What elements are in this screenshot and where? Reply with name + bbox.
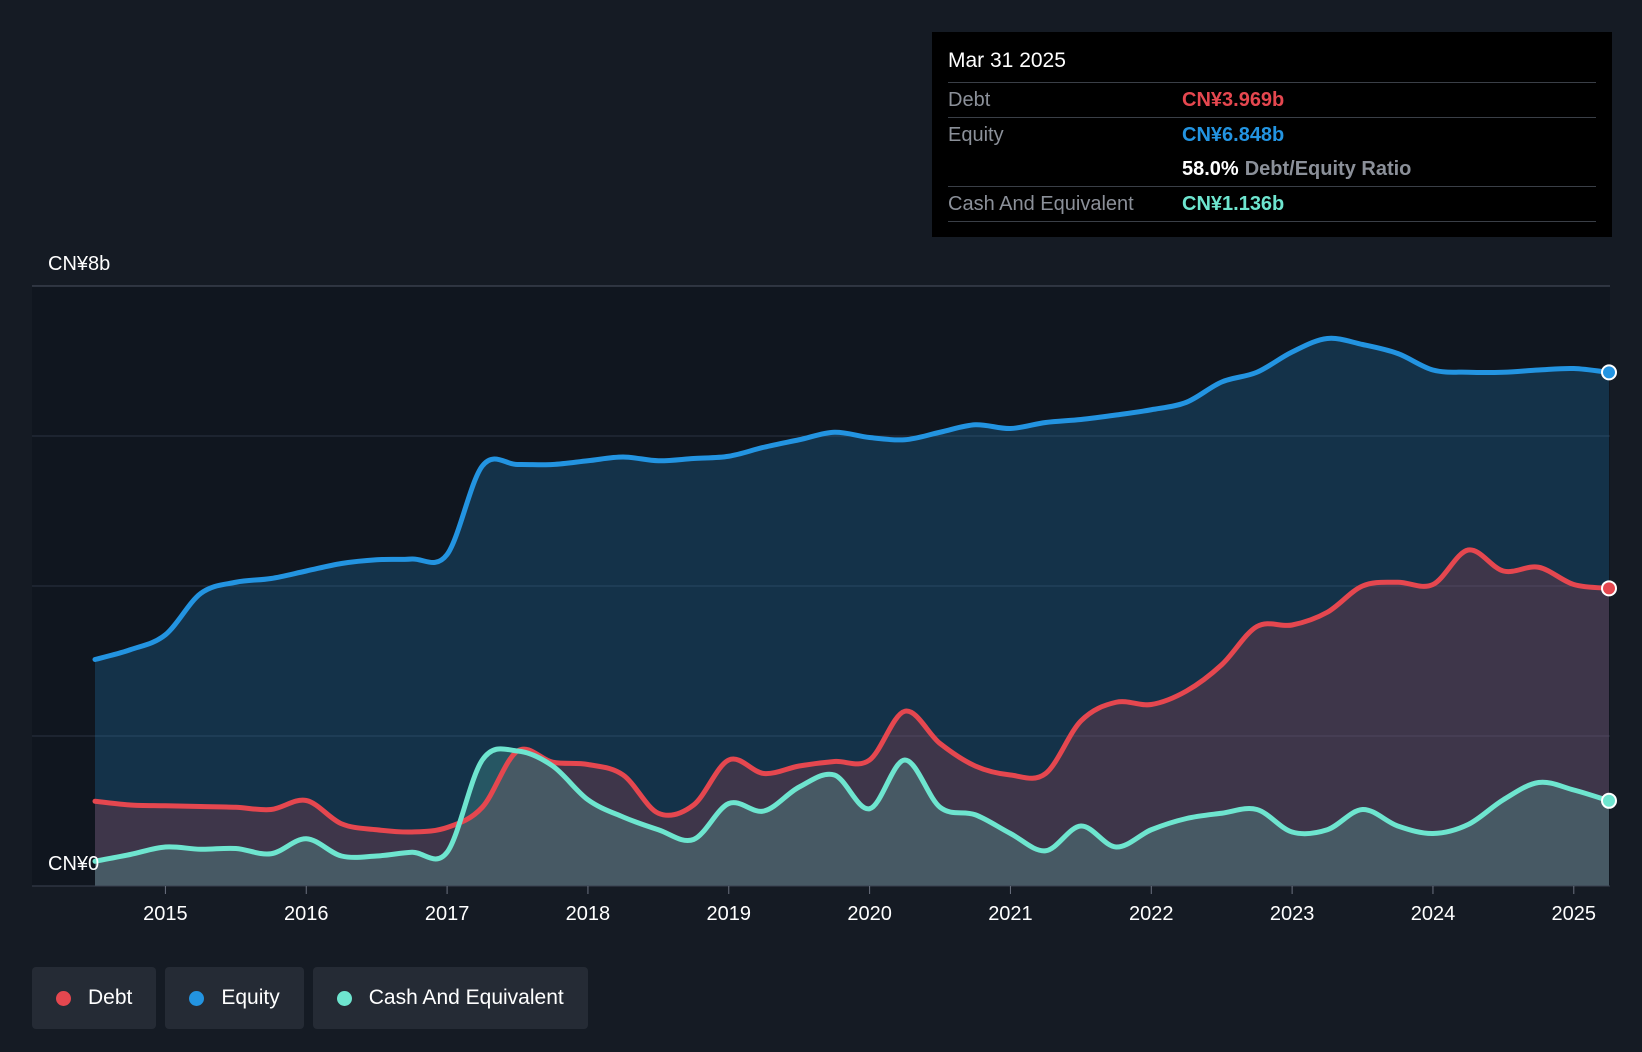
equity-endpoint <box>1601 364 1617 381</box>
debt-line <box>92 547 1612 835</box>
cash-and-equivalent-endpoint <box>1601 792 1617 809</box>
equity-area <box>95 338 1609 886</box>
tooltip-ratio-label: Debt/Equity Ratio <box>1244 157 1412 180</box>
tooltip-row-equity: Equity CN¥6.848b <box>948 118 1596 152</box>
x-tick-label-2023: 2023 <box>1270 903 1315 925</box>
y-axis-bottom-label: CN¥0 <box>48 853 99 875</box>
tooltip-equity-label: Equity <box>948 123 1004 146</box>
debt-area <box>95 549 1609 886</box>
x-tick-label-2020: 2020 <box>847 903 892 925</box>
legend-equity-label: Equity <box>221 986 280 1009</box>
x-tick-label-2017: 2017 <box>425 903 470 925</box>
tooltip-row-ratio: 58.0% Debt/Equity Ratio <box>948 152 1596 187</box>
x-tick-label-2018: 2018 <box>566 903 611 925</box>
tooltip-ratio-value: 58.0% <box>1182 157 1239 180</box>
tooltip-cash-label: Cash And Equivalent <box>948 192 1134 215</box>
x-tick-label-2021: 2021 <box>988 903 1033 925</box>
x-tick-label-2025: 2025 <box>1552 903 1597 925</box>
chart-legend: Debt Equity Cash And Equivalent <box>32 967 588 1029</box>
tooltip-row-debt: Debt CN¥3.969b <box>948 83 1596 118</box>
legend-debt-label: Debt <box>88 986 133 1009</box>
series-lines <box>92 335 1612 864</box>
tooltip-equity-value: CN¥6.848b <box>1182 123 1285 146</box>
x-tick-label-2019: 2019 <box>707 903 752 925</box>
tooltip-debt-value: CN¥3.969b <box>1182 88 1285 111</box>
data-tooltip: Mar 31 2025 Debt CN¥3.969b Equity CN¥6.8… <box>932 32 1612 237</box>
legend-item-debt[interactable]: Debt <box>32 967 157 1029</box>
x-tick-label-2022: 2022 <box>1129 903 1174 925</box>
cash-and-equivalent-line <box>92 746 1612 864</box>
x-axis-ticks: 2015 2016 2017 2018 2019 2020 2021 2022 2023 2024… <box>143 886 1596 925</box>
tooltip-row-cash: Cash And Equivalent CN¥1.136b <box>948 187 1596 222</box>
debt-dot-icon <box>56 990 71 1006</box>
debt-endpoint <box>1601 580 1617 597</box>
x-tick-label-2016: 2016 <box>284 903 329 925</box>
x-tick-label-2024: 2024 <box>1411 903 1456 925</box>
tooltip-debt-label: Debt <box>948 88 991 111</box>
tooltip-cash-value: CN¥1.136b <box>1182 192 1285 215</box>
tooltip-date: Mar 31 2025 <box>948 46 1596 83</box>
legend-item-cash[interactable]: Cash And Equivalent <box>312 967 588 1029</box>
cash-dot-icon <box>336 990 352 1006</box>
equity-line <box>92 335 1612 662</box>
legend-item-equity[interactable]: Equity <box>165 967 304 1029</box>
equity-dot-icon <box>189 990 205 1006</box>
series-endpoints <box>1601 364 1617 809</box>
y-axis-top-label: CN¥8b <box>48 253 110 275</box>
legend-cash-label: Cash And Equivalent <box>368 986 564 1009</box>
x-tick-label-2015: 2015 <box>143 903 188 925</box>
